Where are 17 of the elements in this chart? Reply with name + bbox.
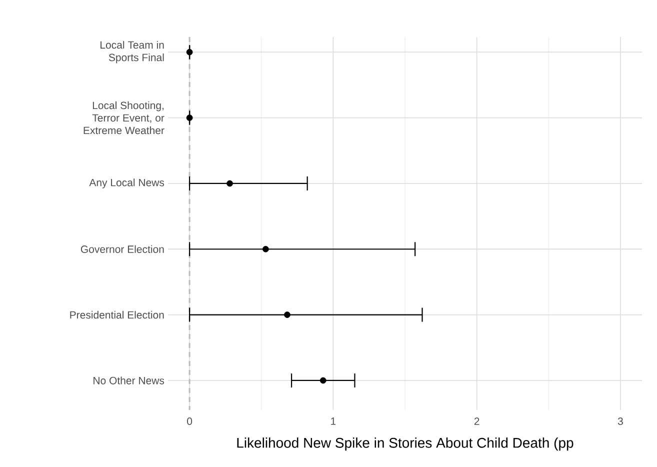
y-tick-label: Any Local News	[89, 178, 164, 188]
y-tick-label: Presidential Election	[70, 310, 164, 319]
x-tick-label: 3	[618, 418, 623, 425]
x-tick-label: 2	[474, 418, 480, 425]
x-tick-label: 0	[187, 418, 192, 425]
y-tick-label: Local Shooting, Terror Event, or Extreme Weather	[84, 101, 164, 134]
point	[320, 377, 326, 384]
x-axis-title: Likelihood New Spike in Stories About Child Death (pp	[237, 438, 574, 451]
point	[186, 48, 193, 56]
y-tick-label: Governor Election	[80, 245, 164, 253]
y-tick-label: Local Team in Sports Final	[100, 40, 164, 64]
x-tick-label: 1	[331, 418, 336, 425]
y-tick-label: No Other News	[94, 376, 164, 384]
point	[262, 246, 269, 252]
point	[284, 312, 290, 318]
point	[226, 180, 233, 187]
point	[186, 114, 193, 121]
